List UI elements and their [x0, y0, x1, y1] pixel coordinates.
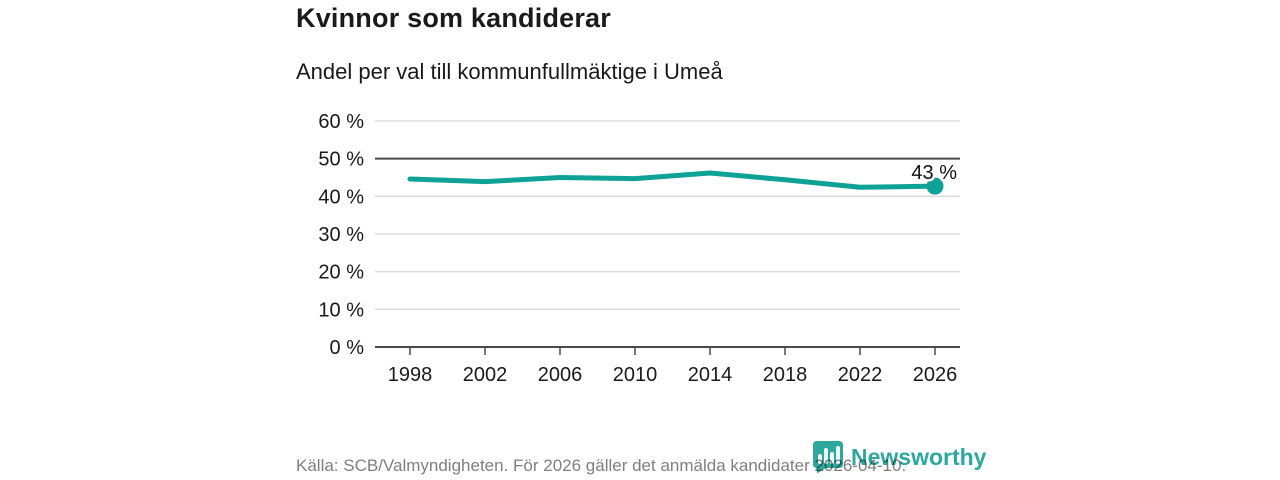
y-axis-label: 10 %: [318, 299, 364, 321]
line-chart: 0 % 10 % 20 % 30 % 40 % 50 % 60 % 1998 2002 2006 2…: [318, 111, 960, 386]
chart-subtitle: Andel per val till kommunfullmäktige i U…: [296, 59, 723, 84]
x-axis-label: 2006: [538, 364, 583, 386]
x-axis-label: 2010: [613, 364, 658, 386]
data-line: [407, 170, 938, 190]
data-point: [926, 177, 944, 195]
newsworthy-logo-text: Newsworthy: [851, 443, 987, 470]
chart-title: Kvinnor som kandiderar: [296, 3, 611, 33]
y-axis-label: 0 %: [330, 337, 365, 359]
x-axis-label: 2022: [838, 364, 883, 386]
y-axis-label: 20 %: [318, 262, 364, 284]
x-axis-label: 2026: [913, 364, 958, 386]
source-note: Källa: SCB/Valmyndigheten. För 2026 gäll…: [296, 456, 907, 475]
y-axis-label: 50 %: [318, 149, 364, 171]
x-axis-label: 2002: [463, 364, 508, 386]
newsworthy-logo: Newsworthy: [812, 440, 986, 474]
y-axis-label: 30 %: [318, 224, 364, 246]
data-point-label: 43 %: [911, 162, 957, 184]
y-axis-label: 40 %: [318, 186, 364, 208]
x-axis-label: 2014: [688, 364, 733, 386]
newsworthy-logo-icon: [813, 441, 843, 474]
x-axis-label: 1998: [388, 364, 433, 386]
x-axis-label: 2018: [763, 364, 808, 386]
y-axis-label: 60 %: [318, 111, 364, 133]
